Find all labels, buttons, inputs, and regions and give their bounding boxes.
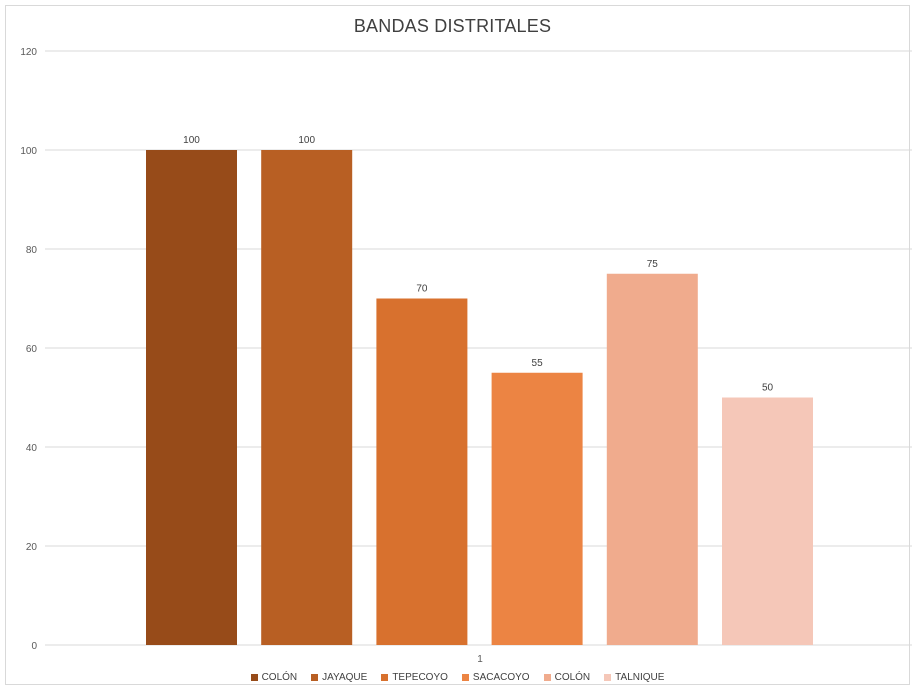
- legend-swatch: [250, 674, 258, 681]
- chart-legend: COLÓN JAYAQUE TEPECOYO SACACOYO COLÓN TALNIQU…: [0, 672, 915, 683]
- legend-item: COLÓN: [543, 672, 591, 683]
- legend-swatch: [543, 674, 551, 681]
- legend-label: TEPECOYO: [392, 672, 448, 683]
- chart-title: BANDAS DISTRITALES: [353, 16, 552, 36]
- legend-label: COLÓN: [261, 672, 298, 683]
- data-label: 75: [647, 259, 659, 270]
- legend-swatch: [461, 674, 469, 681]
- legend-label: JAYAQUE: [322, 672, 368, 683]
- legend-swatch: [311, 674, 319, 681]
- bar: [146, 150, 237, 645]
- data-label: 55: [532, 358, 544, 369]
- data-label: 100: [298, 135, 315, 146]
- y-tick-label: 60: [26, 344, 38, 355]
- y-tick-label: 0: [31, 641, 37, 652]
- legend-swatch: [604, 674, 612, 681]
- legend-swatch: [381, 674, 389, 681]
- legend-label: COLÓN: [554, 672, 591, 683]
- y-tick-label: 120: [20, 47, 37, 58]
- legend-item: TALNIQUE: [604, 672, 664, 683]
- bar: [606, 273, 698, 645]
- data-label: 50: [762, 383, 774, 394]
- legend-label: SACACOYO: [472, 672, 530, 683]
- legend-label: TALNIQUE: [615, 672, 665, 683]
- legend-item: TEPECOYO: [381, 672, 448, 683]
- y-tick-label: 100: [20, 146, 37, 157]
- data-label: 100: [183, 135, 200, 146]
- y-tick-label: 40: [26, 443, 38, 454]
- legend-item: SACACOYO: [461, 672, 530, 683]
- legend-item: COLÓN: [250, 672, 298, 683]
- bar: [376, 298, 468, 645]
- legend-item: JAYAQUE: [311, 672, 367, 683]
- bar: [491, 372, 583, 645]
- y-tick-label: 80: [26, 245, 38, 256]
- bar: [261, 150, 353, 645]
- x-tick-label: 1: [477, 654, 483, 665]
- data-label: 70: [416, 284, 428, 295]
- bar: [722, 397, 813, 645]
- y-tick-label: 20: [26, 542, 38, 553]
